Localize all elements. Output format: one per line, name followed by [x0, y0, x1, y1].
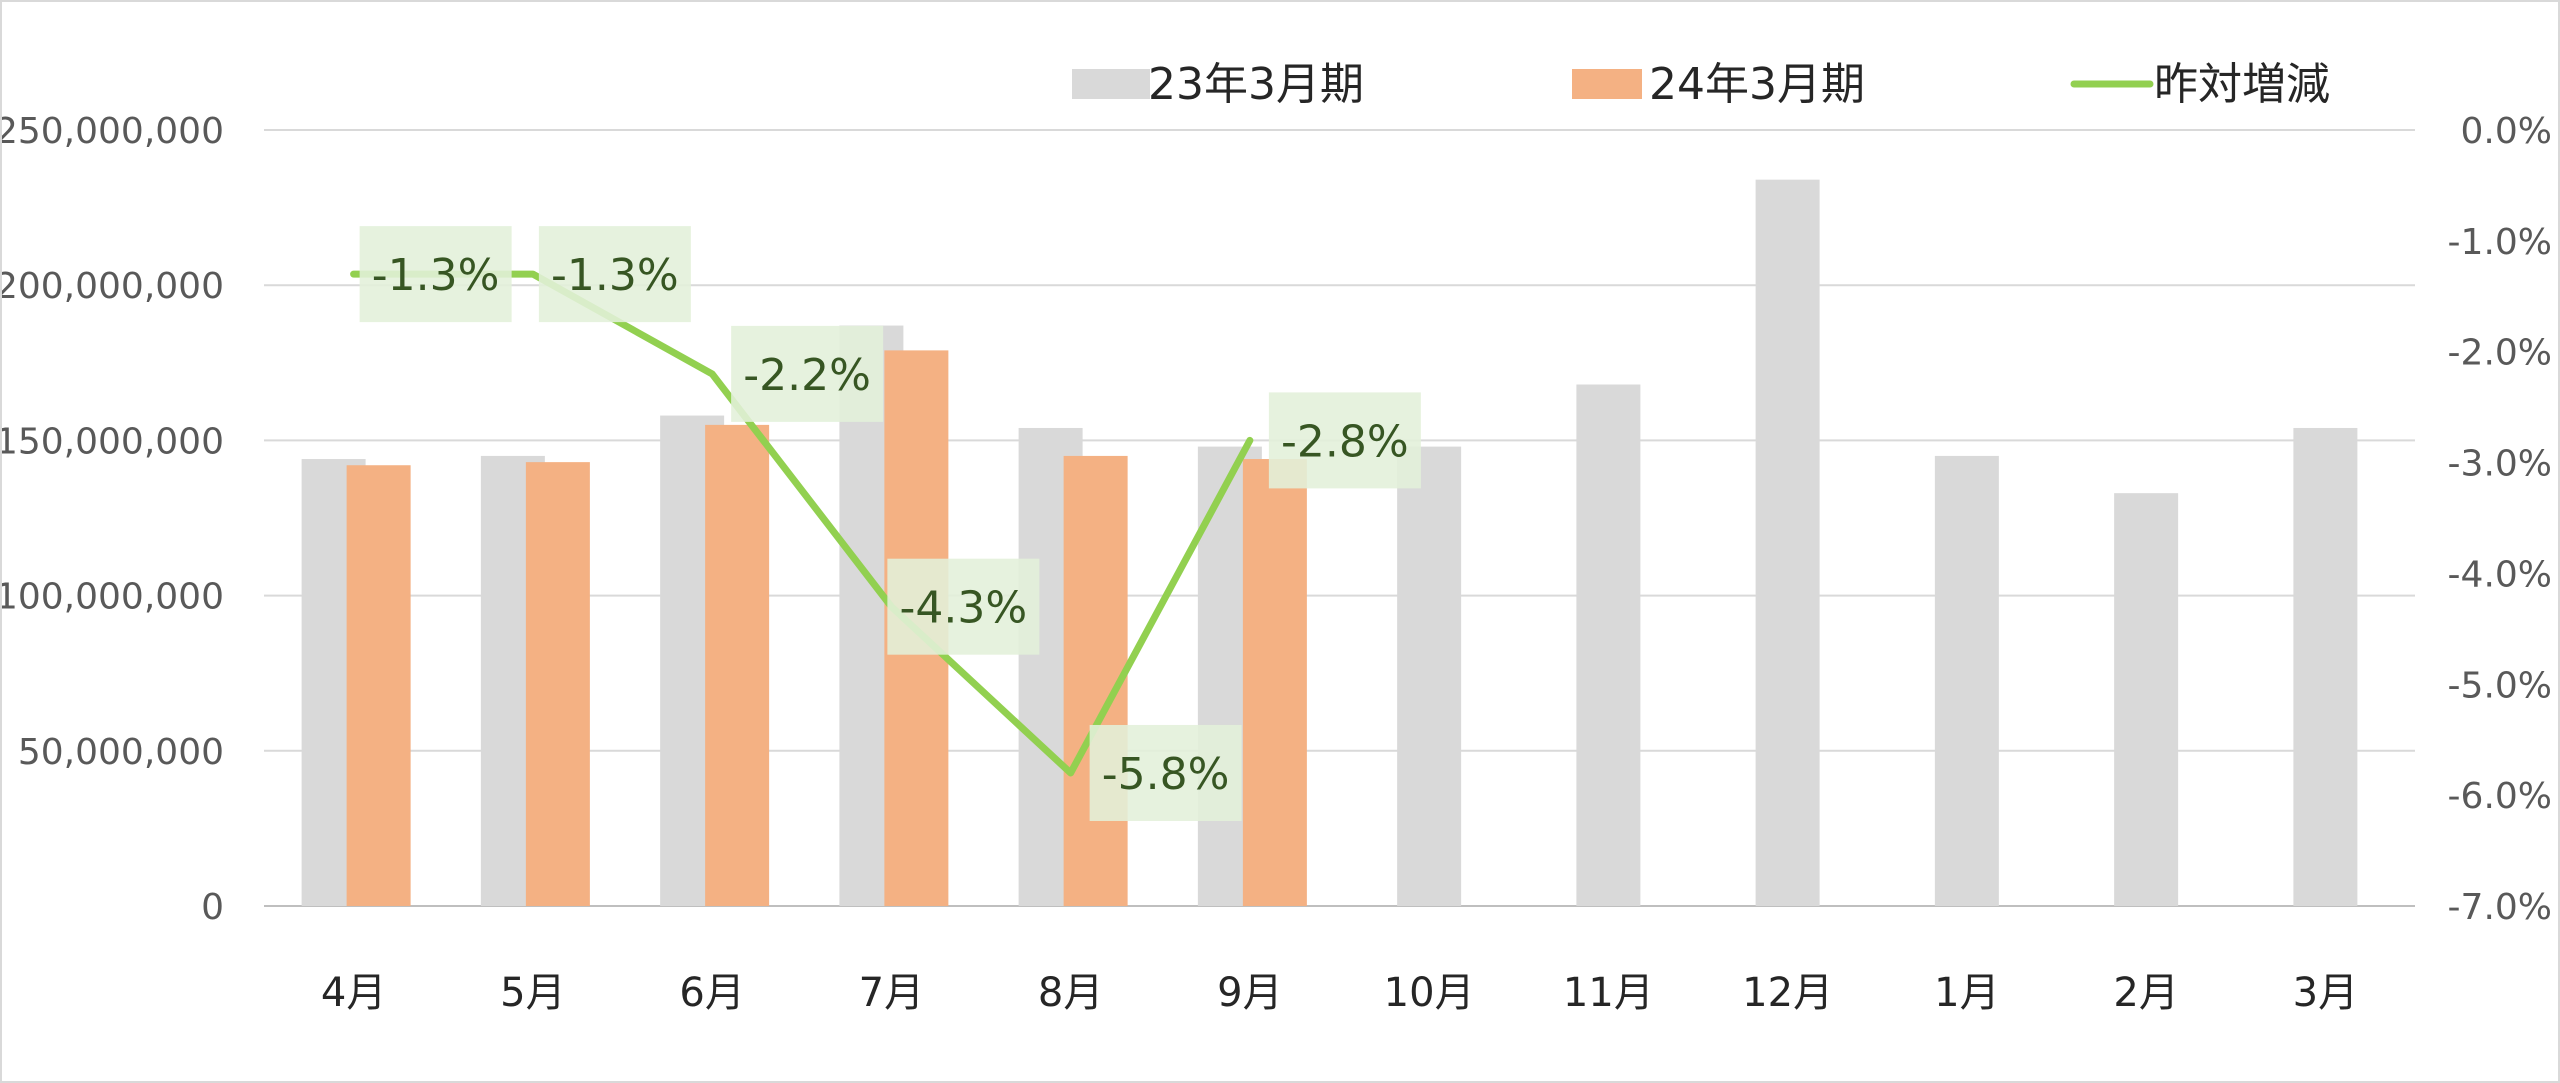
bar-23: [2293, 427, 2358, 906]
x-tick-label: 8月: [1038, 970, 1103, 1016]
data-label-box: [731, 325, 884, 422]
legend-swatch-24: [1572, 69, 1642, 99]
bar-24: [525, 462, 590, 906]
axis-ticks: 0 50,000,000 100,000,000 150,000,000 200,000…: [2, 111, 2552, 1016]
legend: 23年3月期 24年3月期 昨対増減: [1072, 59, 2330, 110]
x-tick-label: 9月: [1217, 970, 1282, 1016]
data-label: -2.8%: [1281, 416, 1409, 467]
data-label: -4.3%: [900, 583, 1028, 634]
y-right-tick-label: -4.0%: [2448, 554, 2552, 595]
data-label: -5.8%: [1102, 749, 1230, 800]
data-label: -1.3%: [551, 250, 679, 301]
y-right-tick-label: 0.0%: [2461, 111, 2552, 152]
y-right-tick-label: -7.0%: [2448, 887, 2552, 928]
y-right-tick-label: -6.0%: [2448, 776, 2552, 817]
x-tick-label: 11月: [1563, 970, 1654, 1016]
legend-swatch-23: [1072, 69, 1150, 99]
bar-23: [2114, 493, 2179, 906]
y-right-tick-label: -3.0%: [2448, 444, 2552, 485]
legend-label-23: 23年3月期: [1148, 59, 1364, 110]
y-left-tick-label: 100,000,000: [2, 577, 224, 618]
x-tick-label: 5月: [500, 970, 565, 1016]
legend-label-24: 24年3月期: [1649, 59, 1865, 110]
bars: [301, 179, 2358, 906]
y-right-tick-label: -2.0%: [2448, 333, 2552, 374]
data-label-box: [1268, 392, 1421, 489]
x-tick-label: 1月: [1934, 970, 1999, 1016]
y-left-tick-label: 0: [201, 887, 224, 928]
x-tick-label: 10月: [1384, 970, 1475, 1016]
data-label-box: [538, 226, 691, 323]
bar-23: [1934, 455, 1999, 906]
x-tick-label: 6月: [679, 970, 744, 1016]
data-label: -1.3%: [372, 250, 500, 301]
bar-23: [1397, 446, 1462, 906]
bar-24: [705, 424, 770, 906]
bar-24: [346, 465, 411, 906]
y-left-tick-label: 250,000,000: [2, 111, 224, 152]
y-left-tick-label: 50,000,000: [18, 732, 224, 773]
y-right-tick-label: -5.0%: [2448, 665, 2552, 706]
legend-label-yoy: 昨対増減: [2154, 59, 2330, 110]
data-label-box: [1089, 724, 1242, 821]
data-label-box: [887, 558, 1040, 655]
y-left-tick-label: 150,000,000: [2, 421, 224, 462]
data-label: -2.2%: [743, 350, 871, 401]
bar-23: [1576, 384, 1641, 906]
data-labels: -1.3% -1.3% -2.2% -4.3% -5.8% -2.8%: [359, 226, 1421, 821]
y-right-tick-label: -1.0%: [2448, 222, 2552, 263]
data-label-box: [359, 226, 512, 323]
y-left-tick-label: 200,000,000: [2, 266, 224, 307]
bar-23: [1755, 179, 1820, 906]
x-tick-label: 3月: [2293, 970, 2358, 1016]
x-tick-label: 4月: [321, 970, 386, 1016]
x-tick-label: 12月: [1742, 970, 1833, 1016]
bar-24: [1242, 459, 1307, 906]
x-tick-label: 7月: [859, 970, 924, 1016]
x-tick-label: 2月: [2113, 970, 2178, 1016]
